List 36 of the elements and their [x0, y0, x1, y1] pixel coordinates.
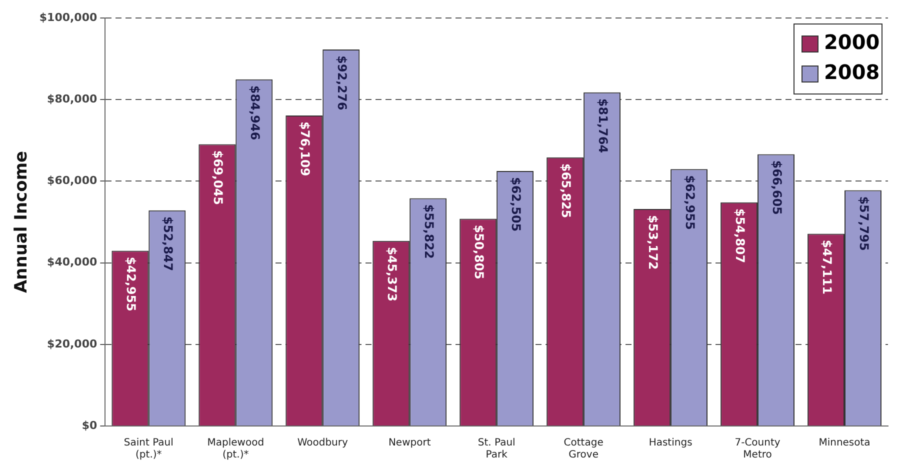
data-label: $45,373 — [384, 246, 399, 302]
y-axis-title: Annual Income — [12, 150, 32, 294]
data-label: $62,955 — [682, 175, 697, 230]
x-tick-label: St. Paul Park — [478, 438, 516, 461]
x-tick-label: Cottage Grove — [564, 438, 604, 461]
data-label: $76,109 — [298, 121, 312, 176]
x-tick-label: Saint Paul (pt.)* — [124, 438, 174, 461]
x-tick-label: Newport — [388, 438, 431, 449]
data-label: $84,946 — [248, 85, 262, 140]
x-tick-label: Woodbury — [297, 438, 348, 449]
x-tick-label: Maplewood (pt.)* — [207, 438, 264, 461]
legend-label: 2008 — [824, 60, 880, 84]
data-label: $92,276 — [334, 56, 349, 110]
y-tick-label: $20,000 — [47, 337, 98, 350]
data-label: $81,764 — [596, 98, 610, 154]
x-tick-label: Minnesota — [818, 438, 870, 449]
y-tick-label: $80,000 — [47, 92, 98, 106]
x-tick-label: Hastings — [648, 438, 692, 449]
y-tick-label: $100,000 — [39, 10, 98, 24]
data-label: $62,505 — [508, 176, 523, 232]
data-label: $65,825 — [558, 163, 573, 218]
data-label: $53,172 — [646, 215, 660, 270]
legend-label: 2000 — [824, 30, 880, 54]
data-label: $50,805 — [472, 224, 486, 280]
data-label: $55,822 — [422, 204, 436, 259]
data-label: $42,955 — [124, 256, 138, 312]
y-tick-label: $40,000 — [47, 256, 98, 269]
data-label: $66,605 — [770, 160, 784, 215]
data-label: $54,807 — [732, 208, 747, 264]
y-tick-label: $60,000 — [47, 174, 98, 188]
data-label: $47,111 — [820, 240, 834, 294]
data-label: $69,045 — [211, 150, 226, 205]
data-label: $57,795 — [856, 196, 871, 251]
y-tick-label: $0 — [82, 418, 98, 432]
data-label: $52,847 — [161, 216, 176, 272]
x-tick-label: 7-County Metro — [734, 438, 780, 461]
